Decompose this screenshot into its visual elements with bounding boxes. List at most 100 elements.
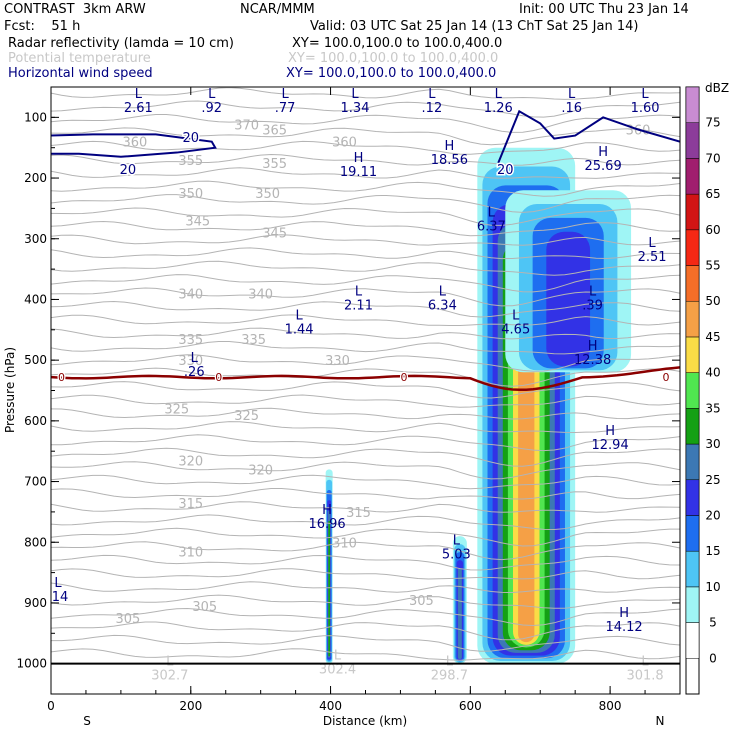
theta-label: 340 bbox=[178, 287, 203, 302]
extremum-H: H19.11 bbox=[340, 151, 377, 180]
extremum-L: L6.34 bbox=[428, 284, 457, 313]
isentrope bbox=[51, 260, 680, 276]
colorbar-level-label: 55 bbox=[705, 259, 720, 273]
extremum-kind: L bbox=[589, 284, 597, 299]
isentrope bbox=[51, 274, 680, 293]
isentrope bbox=[51, 648, 680, 661]
extremum-kind: L bbox=[54, 576, 62, 591]
extremum-value: 6.37 bbox=[477, 220, 506, 235]
valid-time: Valid: 03 UTC Sat 25 Jan 14 (13 ChT Sat … bbox=[310, 19, 639, 34]
extremum-kind: L bbox=[295, 309, 303, 324]
extremum-value: 302.4 bbox=[319, 663, 356, 678]
wind-contour-label: 20 bbox=[497, 163, 514, 178]
theta-label: 320 bbox=[248, 463, 273, 478]
extremum-value: 2.51 bbox=[638, 250, 667, 265]
extremum-L: L.14 bbox=[51, 576, 68, 605]
isentrope bbox=[51, 501, 680, 513]
x-axis-label: Distance (km) bbox=[323, 714, 407, 728]
extremum-kind: L bbox=[512, 309, 520, 324]
isentrope bbox=[51, 434, 680, 452]
y-tick-label: 500 bbox=[24, 353, 47, 367]
colorbar-swatch bbox=[685, 443, 700, 481]
colorbar-level-label: 40 bbox=[705, 366, 720, 380]
theta-label: 350 bbox=[255, 187, 280, 202]
isentrope bbox=[51, 447, 680, 467]
y-tick-label: 300 bbox=[24, 232, 47, 246]
y-tick-label: 100 bbox=[24, 110, 47, 124]
colorbar-level-label: 60 bbox=[705, 223, 720, 237]
theta-label: 345 bbox=[262, 227, 287, 242]
colorbar-swatch bbox=[685, 515, 700, 552]
isentrope bbox=[51, 527, 680, 547]
extremum-value: 1.26 bbox=[484, 101, 513, 116]
wind-contour bbox=[497, 109, 680, 164]
extremum-value: 12.94 bbox=[592, 438, 629, 453]
isentrope bbox=[51, 407, 680, 420]
forecast-hour: Fcst: 51 h bbox=[4, 19, 81, 34]
colorbar-level-label: 5 bbox=[709, 616, 717, 630]
extremum-kind: L bbox=[495, 87, 503, 102]
extremum-L: L6.37 bbox=[477, 206, 506, 235]
extremum-L: L.77 bbox=[275, 87, 296, 116]
field-wind-xy: XY= 100.0,100.0 to 100.0,400.0 bbox=[286, 66, 497, 81]
extremum-value: 1.44 bbox=[285, 323, 314, 338]
theta-label: 365 bbox=[262, 123, 287, 138]
field-reflectivity-xy: XY= 100.0,100.0 to 100.0,400.0 bbox=[292, 36, 503, 51]
extremum-L: L2.51 bbox=[638, 236, 667, 265]
isentrope bbox=[51, 554, 680, 571]
isentrope bbox=[51, 581, 680, 594]
colorbar-swatch bbox=[685, 408, 700, 445]
extremum-kind: L bbox=[568, 87, 576, 102]
extremum-value: 14.12 bbox=[605, 620, 642, 635]
isentrope bbox=[51, 234, 680, 246]
anvil-level-20 bbox=[546, 231, 591, 367]
isentrope bbox=[51, 287, 680, 307]
extremum-H: H12.94 bbox=[592, 424, 629, 453]
isentrope bbox=[51, 421, 680, 434]
colorbar-level-label: 15 bbox=[705, 544, 720, 558]
cell-585km-level-25 bbox=[457, 568, 462, 660]
freezing-level-label: 0 bbox=[215, 371, 222, 384]
y-tick-label: 600 bbox=[24, 414, 47, 428]
colorbar-level-label: 10 bbox=[705, 580, 720, 594]
y-axis-label: Pressure (hPa) bbox=[3, 347, 17, 433]
colorbar-level-label: 25 bbox=[705, 473, 720, 487]
theta-label: 335 bbox=[241, 333, 266, 348]
y-tick-label: 800 bbox=[24, 535, 47, 549]
field-theta-xy: XY= 100.0,100.0 to 100.0,400.0 bbox=[288, 51, 499, 66]
isentrope bbox=[51, 247, 680, 260]
x-tick-label: 0 bbox=[47, 699, 55, 713]
colorbar-swatch bbox=[685, 300, 700, 338]
extremum-value: .92 bbox=[201, 101, 222, 116]
theta-label: 355 bbox=[178, 154, 203, 169]
x-tick-label: 800 bbox=[599, 699, 622, 713]
extremum-H: H12.38 bbox=[574, 339, 611, 368]
extremum-value: 301.8 bbox=[626, 669, 663, 684]
extremum-L: L1.60 bbox=[631, 87, 660, 116]
theta-label: 310 bbox=[332, 536, 357, 551]
extremum-kind: L bbox=[446, 655, 454, 670]
isentrope bbox=[51, 180, 680, 197]
extremum-kind: H bbox=[444, 139, 454, 154]
extremum-L: L4.65 bbox=[501, 309, 530, 338]
extremum-value: .77 bbox=[275, 101, 296, 116]
colorbar-level-label: 45 bbox=[705, 330, 720, 344]
theta-label: 355 bbox=[262, 157, 287, 172]
organization: NCAR/MMM bbox=[240, 2, 315, 17]
extremum-value: 1.60 bbox=[631, 101, 660, 116]
field-theta: Potential temperature bbox=[8, 51, 151, 66]
theta-label: 325 bbox=[234, 409, 259, 424]
isentrope bbox=[51, 381, 680, 399]
extremum-kind: L bbox=[641, 655, 649, 670]
y-tick-label: 200 bbox=[24, 171, 47, 185]
x-tick-label: 400 bbox=[319, 699, 342, 713]
colorbar-unit: dBZ bbox=[705, 81, 729, 95]
extremum-L: L.92 bbox=[201, 87, 222, 116]
isentrope bbox=[51, 194, 680, 213]
isentrope bbox=[51, 341, 680, 355]
extremum-kind: L bbox=[334, 649, 342, 664]
freezing-level-line bbox=[51, 366, 680, 392]
